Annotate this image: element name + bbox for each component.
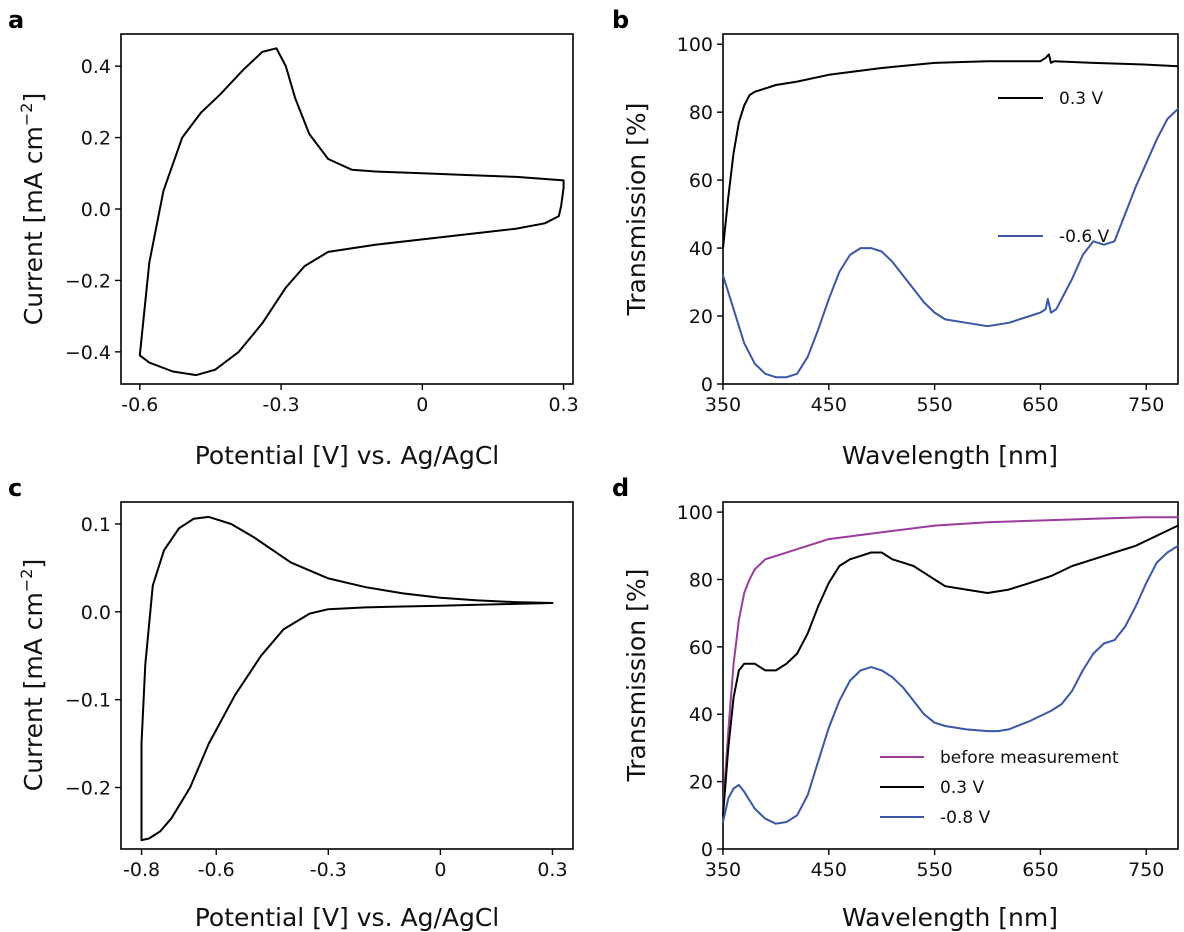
ytick-label-a-4: 0.4: [81, 56, 111, 78]
xtick-label-b-3: 650: [1022, 394, 1058, 416]
xtick-label-b-2: 550: [916, 394, 952, 416]
xlabel-c: Potential [V] vs. Ag/AgCl: [195, 903, 500, 932]
legend-label--0.6V-b: -0.6 V: [1059, 227, 1110, 247]
panel-c: c -0.8 -0.6 -0.3 0 0.3 −0.2 −0.1 0.0 0.1 Potenti…: [8, 474, 574, 932]
xtick-label-c-0: -0.8: [123, 859, 160, 881]
ytick-label-a-0: −0.4: [65, 342, 111, 364]
ylabel-d: Transmission [%]: [622, 569, 651, 783]
series-line-c-trace-0: [140, 515, 554, 842]
ticks-c: -0.8 -0.6 -0.3 0 0.3 −0.2 −0.1 0.0 0.1: [65, 514, 568, 881]
series-line-d-before-measurement: [722, 516, 1179, 810]
xlabel-d: Wavelength [nm]: [842, 903, 1058, 932]
xtick-label-b-0: 350: [705, 394, 741, 416]
series-line-d--0.8-V: [722, 544, 1179, 825]
series-line-b-0.3-V: [722, 53, 1179, 250]
ylabel-c: Current [mA cm−2]: [17, 559, 48, 791]
xtick-label-c-3: 0: [434, 859, 446, 881]
ytick-label-c-1: −0.1: [65, 690, 111, 712]
series-line-a-trace-0: [138, 47, 565, 377]
ylabel-b: Transmission [%]: [622, 103, 651, 317]
panel-a: a -0.6 -0.3 0 0.3 −0.4 −0.2 0.0 0.2 0.4 Potentia…: [8, 6, 579, 470]
ytick-label-d-0: 0: [701, 839, 713, 861]
xtick-label-b-1: 450: [811, 394, 847, 416]
xtick-label-d-0: 350: [705, 859, 741, 881]
ytick-label-a-2: 0.0: [81, 199, 111, 221]
ytick-label-d-2: 40: [689, 704, 713, 726]
series-b: [722, 53, 1179, 379]
ytick-label-b-4: 80: [689, 102, 713, 124]
legend-label-0.3V-d: 0.3 V: [940, 778, 984, 798]
ticks-d: 350 450 550 650 750 0 20 40 60 80 100: [677, 502, 1165, 881]
series-line-b--0.6-V: [722, 107, 1179, 379]
series-c: [140, 515, 554, 842]
legend-label-0.3V-b: 0.3 V: [1059, 89, 1103, 109]
ytick-label-d-1: 20: [689, 772, 713, 794]
ytick-label-d-3: 60: [689, 637, 713, 659]
legend-b: 0.3 V -0.6 V: [998, 89, 1110, 247]
ytick-label-b-3: 60: [689, 170, 713, 192]
xtick-label-c-4: 0.3: [537, 859, 567, 881]
xlabel-a: Potential [V] vs. Ag/AgCl: [195, 441, 500, 470]
panel-label-d: d: [612, 474, 629, 502]
series-line-d-0.3-V: [722, 524, 1179, 817]
ytick-label-c-3: 0.1: [81, 514, 111, 536]
panel-label-a: a: [8, 6, 24, 34]
xtick-label-a-2: 0: [416, 394, 428, 416]
plot-frame-b: [722, 33, 1179, 385]
xtick-label-d-4: 750: [1128, 859, 1164, 881]
xtick-label-a-3: 0.3: [548, 394, 578, 416]
legend-label-before-measurement: before measurement: [940, 748, 1119, 768]
xtick-label-c-2: -0.3: [310, 859, 347, 881]
ticks-b: 350 450 550 650 750 0 20 40 60 80 100: [677, 34, 1165, 416]
ytick-label-b-0: 0: [701, 374, 713, 396]
ylabel-exp-c: −2: [17, 569, 36, 593]
xtick-label-d-2: 550: [916, 859, 952, 881]
xtick-label-b-4: 750: [1128, 394, 1164, 416]
ytick-label-c-2: 0.0: [81, 602, 111, 624]
panel-label-c: c: [8, 474, 22, 502]
xlabel-b: Wavelength [nm]: [842, 441, 1058, 470]
series-a: [138, 47, 565, 377]
panel-label-b: b: [612, 6, 629, 34]
ylabel-a: Current [mA cm−2]: [17, 93, 48, 325]
ytick-label-b-5: 100: [677, 34, 713, 56]
ylabel-exp-a: −2: [17, 103, 36, 127]
ytick-label-d-5: 100: [677, 502, 713, 524]
xtick-label-c-1: -0.6: [198, 859, 235, 881]
panel-b: b 350 450 550 650 750 0 20 40 60 80 100 0.3 V -0.6…: [612, 6, 1179, 470]
ticks-a: -0.6 -0.3 0 0.3 −0.4 −0.2 0.0 0.2 0.4: [65, 56, 579, 416]
xtick-label-d-3: 650: [1022, 859, 1058, 881]
xtick-label-a-1: -0.3: [263, 394, 300, 416]
ytick-label-a-3: 0.2: [81, 128, 111, 150]
ytick-label-a-1: −0.2: [65, 270, 111, 292]
ytick-label-c-0: −0.2: [65, 778, 111, 800]
legend-d: before measurement 0.3 V -0.8 V: [880, 748, 1119, 828]
ytick-label-b-1: 20: [689, 306, 713, 328]
xtick-label-d-1: 450: [811, 859, 847, 881]
panel-d: d 350 450 550 650 750 0 20 40 60 80 100 before mea…: [612, 474, 1179, 932]
series-d: [722, 516, 1179, 825]
plot-frame-d: [722, 501, 1179, 850]
legend-label--0.8V-d: -0.8 V: [940, 808, 991, 828]
xtick-label-a-0: -0.6: [121, 394, 158, 416]
ytick-label-d-4: 80: [689, 569, 713, 591]
plot-frame-a: [120, 33, 574, 385]
ytick-label-b-2: 40: [689, 238, 713, 260]
plot-frame-c: [120, 501, 574, 850]
